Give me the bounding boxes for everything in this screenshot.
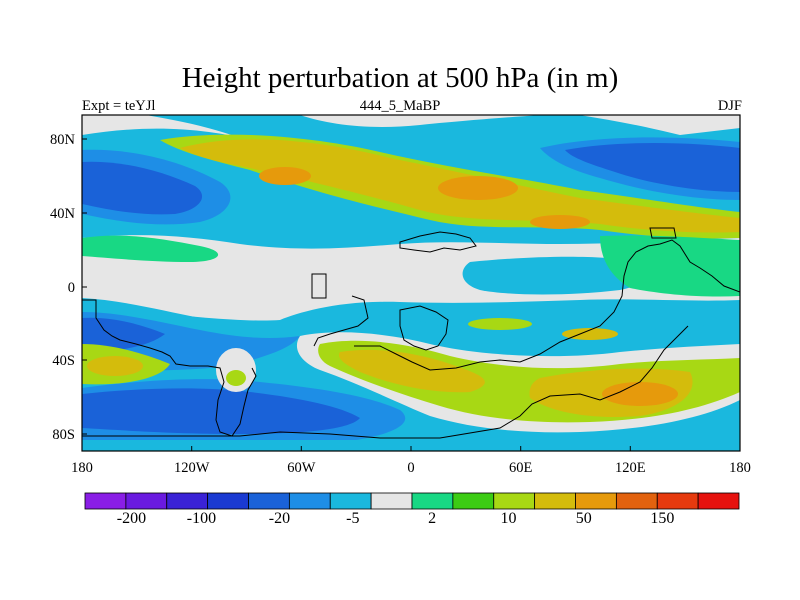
polar-zero-band xyxy=(82,115,540,127)
colorbar-box xyxy=(166,492,209,510)
x-tick-label: 120W xyxy=(174,460,210,476)
colorbar-label: -200 xyxy=(117,510,146,527)
isolated-positive-patch xyxy=(226,370,246,386)
colorbar-label: -5 xyxy=(346,510,359,527)
tropical-zero-band xyxy=(82,235,740,321)
tick-marks xyxy=(81,138,741,451)
colorbar-box xyxy=(656,492,699,510)
x-tick-label: 0 xyxy=(407,460,414,476)
y-tick-labels: 80N 40N 0 40S 80S xyxy=(50,132,76,443)
y-tick-label: 0 xyxy=(68,280,75,296)
colorbar-box xyxy=(370,492,413,510)
colorbar xyxy=(84,492,740,510)
coastline-east-island xyxy=(649,227,677,239)
ne-negative-core xyxy=(565,143,740,192)
coastline-central xyxy=(313,295,369,347)
colorbar-box xyxy=(493,492,536,510)
south-negative-core xyxy=(82,388,360,434)
colorbar-label: 2 xyxy=(428,510,436,527)
colorbar-box xyxy=(575,492,617,510)
y-tick-label: 40S xyxy=(52,353,75,369)
positive-peak-2 xyxy=(438,176,518,200)
colorbar-box xyxy=(534,492,576,510)
plot-title: Height perturbation at 500 hPa (in m) xyxy=(181,62,619,94)
colorbar-box xyxy=(207,492,249,510)
positive-peak-3 xyxy=(530,215,590,229)
south-positive-peak xyxy=(602,382,678,406)
colorbar-label: 150 xyxy=(650,510,674,527)
nw-negative-core xyxy=(82,161,203,215)
subtropical-positive-patch xyxy=(468,318,532,330)
subtropical-positive-core xyxy=(562,328,618,340)
coastline-west xyxy=(82,299,257,437)
colorbar-label: -100 xyxy=(187,510,216,527)
x-tick-label: 60W xyxy=(287,460,316,476)
coastline-east xyxy=(354,239,740,371)
center-subtitle: 444_5_MaBP xyxy=(359,98,441,114)
positive-peak-1 xyxy=(259,167,311,185)
colorbar-box xyxy=(248,492,290,510)
colorbar-box xyxy=(697,492,740,510)
x-tick-label: 60E xyxy=(509,460,533,476)
colorbar-box xyxy=(452,492,495,510)
x-tick-labels: 180 120W 60W 0 60E 120E 180 xyxy=(71,460,751,476)
x-tick-label: 180 xyxy=(729,460,751,476)
coastline-antarctic xyxy=(82,325,689,439)
colorbar-labels: -200 -100 -20 -5 2 10 50 150 xyxy=(117,510,675,527)
colorbar-label: -20 xyxy=(269,510,290,527)
y-tick-label: 40N xyxy=(50,206,76,222)
colorbar-box xyxy=(411,492,454,510)
colorbar-box xyxy=(329,492,372,510)
sw-negative-core xyxy=(82,317,165,352)
coastline-south-block xyxy=(399,305,449,351)
coastlines xyxy=(82,227,740,439)
experiment-label: Expt = teYJl xyxy=(82,98,156,114)
x-tick-label: 180 xyxy=(71,460,93,476)
y-tick-label: 80N xyxy=(50,132,76,148)
colorbar-box xyxy=(84,492,127,510)
colorbar-box xyxy=(288,492,331,510)
colorbar-label: 10 xyxy=(501,510,517,527)
sw-positive-core xyxy=(87,356,143,376)
contour-field xyxy=(82,115,740,451)
colorbar-box xyxy=(125,492,168,510)
x-tick-label: 120E xyxy=(615,460,646,476)
tropical-negative-patch xyxy=(462,256,651,295)
y-tick-label: 80S xyxy=(52,427,75,443)
colorbar-box xyxy=(615,492,658,510)
tropical-positive-patch xyxy=(82,235,219,262)
colorbar-label: 50 xyxy=(576,510,592,527)
antarctic-band xyxy=(82,440,740,451)
east-positive-patch xyxy=(600,235,740,297)
coastline-island xyxy=(311,273,327,299)
south-positive-core-1 xyxy=(338,349,485,393)
season-label: DJF xyxy=(717,98,742,114)
coastline-north-block xyxy=(399,231,477,253)
